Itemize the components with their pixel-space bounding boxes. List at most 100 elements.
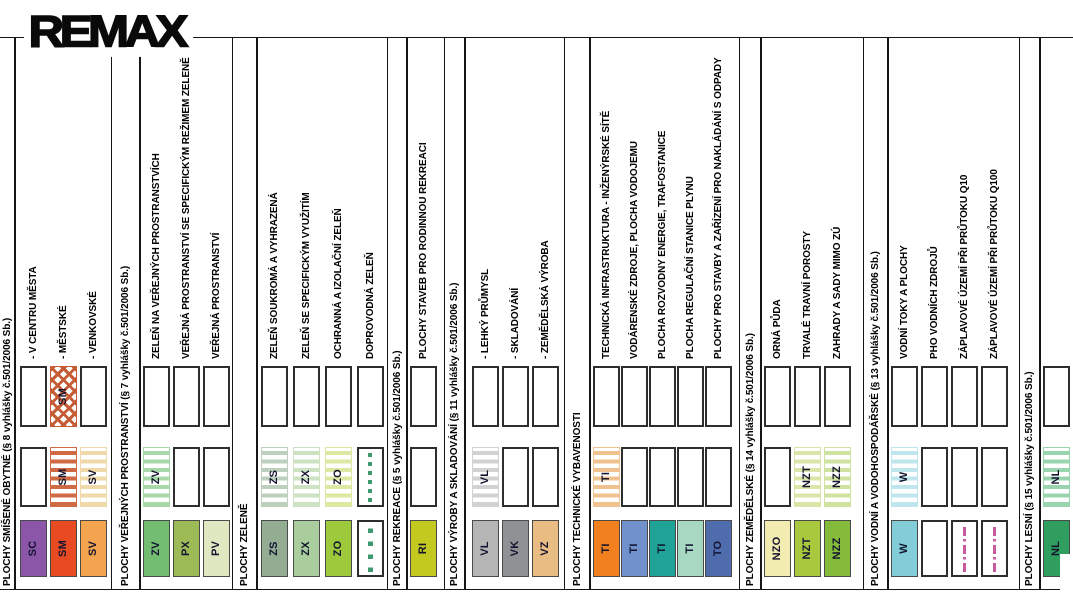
swatch-code: ZX xyxy=(300,541,312,556)
swatch-code: RI xyxy=(417,542,429,555)
legend-entry: ZÁPLAVOVÉ ÚZEMÍ PŘI PRŮTOKU Q100 xyxy=(980,38,1008,589)
legend-group-title: PLOCHY SMÍŠENÉ OBYTNÉ (§ 8 vyhlášky č.50… xyxy=(1,317,13,586)
legend-entry: ZS ZS ZELEŇ SOUKROMÁ A VYHRAZENÁ xyxy=(260,38,288,589)
swatch-empty xyxy=(409,366,437,427)
legend-entry: PHO VODNÍCH ZDROJŮ xyxy=(920,38,948,589)
swatch-code: NZO xyxy=(771,536,783,561)
swatch-empty xyxy=(648,447,676,507)
corner-mask xyxy=(1060,554,1073,609)
swatch-solid: SV xyxy=(79,520,107,577)
swatch-solid: TO xyxy=(704,520,732,577)
swatch-empty xyxy=(980,447,1008,507)
swatch-code: PX xyxy=(180,540,192,557)
legend-group-rows: SC - V CENTRU MĚSTA SM SM SM - MĚSTSKÉ SV SV - V… xyxy=(16,38,111,589)
swatch-code: PV xyxy=(210,540,222,557)
swatch-code: ZS xyxy=(268,541,280,556)
swatch-code: ZV xyxy=(150,541,162,556)
swatch-code: SM xyxy=(57,540,69,557)
swatch-solid: PX xyxy=(172,520,200,577)
swatch-empty xyxy=(142,366,170,427)
swatch-solid: TI xyxy=(648,520,676,577)
swatch-empty xyxy=(620,366,648,427)
swatch-empty xyxy=(531,366,559,427)
swatch-empty xyxy=(920,447,948,507)
swatch-code: VK xyxy=(509,540,521,557)
swatch-solid: VK xyxy=(501,520,529,577)
swatch-empty xyxy=(260,366,288,427)
legend-entry-label: OCHRANNÁ A IZOLAČNÍ ZELEŇ xyxy=(332,208,344,359)
swatch-empty xyxy=(501,366,529,427)
legend-entry: VZ - ZEMĚDĚLSKÁ VÝROBA xyxy=(531,38,559,589)
swatch-solid: RI xyxy=(409,520,437,577)
legend-entry: ZX ZX ZELEŇ SE SPECIFICKÝM VYUŽITÍM xyxy=(292,38,320,589)
swatch-empty xyxy=(890,366,918,427)
legend-entry: VL VL - LEHKÝ PRŮMYSL xyxy=(471,38,499,589)
legend-group-title: PLOCHY TECHNICKÉ VYBAVENOSTI xyxy=(571,412,583,586)
swatch-empty xyxy=(531,447,559,507)
swatch-empty xyxy=(648,366,676,427)
swatch-striped: TI xyxy=(592,447,620,507)
swatch-code: VL xyxy=(479,541,491,556)
swatch-solid: NZO xyxy=(763,520,791,577)
legend-entry: TI PLOCHA REGULAČNÍ STANICE PLYNU xyxy=(676,38,704,589)
swatch-striped: ZO xyxy=(324,447,352,507)
swatch-striped: ZS xyxy=(260,447,288,507)
swatch-empty xyxy=(920,520,948,577)
legend-group-title: PLOCHY VODNÍ A VODOHOSPODÁŘSKÉ (§ 13 vyh… xyxy=(870,251,881,586)
swatch-code: TO xyxy=(712,540,724,557)
legend-entry: PX VEŘEJNÁ PROSTRANSTVÍ SE SPECIFICKÝM RE… xyxy=(172,38,200,589)
swatch-empty xyxy=(501,447,529,507)
swatch-empty xyxy=(324,366,352,427)
swatch-empty xyxy=(823,366,851,427)
swatch-empty xyxy=(704,447,732,507)
legend-entry-label: VODNÍ TOKY A PLOCHY xyxy=(898,245,910,359)
swatch-empty xyxy=(793,366,821,427)
legend-group-rows: VL VL - LEHKÝ PRŮMYSL VK - SKLADOVÁNÍ VZ - ZEM… xyxy=(466,38,564,589)
legend-entry: NZT NZT TRVALÉ TRAVNÍ POROSTY xyxy=(793,38,821,589)
legend-table: PLOCHY SMÍŠENÉ OBYTNÉ (§ 8 vyhlášky č.50… xyxy=(0,37,1073,590)
legend-entry-label: ZELEŇ SE SPECIFICKÝM VYUŽITÍM xyxy=(300,192,312,359)
swatch-empty xyxy=(920,366,948,427)
legend-entry: NL NL xyxy=(1042,38,1070,589)
swatch-striped: ZX xyxy=(292,447,320,507)
swatch-empty xyxy=(172,447,200,507)
swatch-solid: TI xyxy=(592,520,620,577)
swatch-code: TI xyxy=(600,543,612,554)
legend-entry: PV VEŘEJNÁ PROSTRANSTVÍ xyxy=(202,38,230,589)
legend-group-title: PLOCHY REKREACE (§ 5 vyhlášky č.501/2006… xyxy=(391,350,403,586)
legend-entry-label: VEŘEJNÁ PROSTRANSTVÍ xyxy=(210,232,222,359)
swatch-solid: SC xyxy=(19,520,47,577)
swatch-empty xyxy=(676,366,704,427)
swatch-empty xyxy=(19,447,47,507)
legend-entry-label: PHO VODNÍCH ZDROJŮ xyxy=(928,246,940,359)
legend-entry: NZO ORNÁ PŮDA xyxy=(763,38,791,589)
legend-entry-label: ZELEŇ NA VEŘEJNÝCH PROSTRANSTVÍCH xyxy=(150,153,162,359)
swatch-code: TI xyxy=(600,471,612,483)
swatch-flood-line xyxy=(950,520,978,577)
legend-entry-label: DOPROVODNÁ ZELEŇ xyxy=(364,252,376,359)
legend-entry: NZZ NZZ ZAHRADY A SADY MIMO ZÚ xyxy=(823,38,851,589)
legend-entry-label: - ZEMĚDĚLSKÁ VÝROBA xyxy=(539,240,551,359)
legend-entry: ZV ZV ZELEŇ NA VEŘEJNÝCH PROSTRANSTVÍCH xyxy=(142,38,170,589)
swatch-empty xyxy=(620,447,648,507)
swatch-solid: TI xyxy=(620,520,648,577)
swatch-code: SM xyxy=(57,468,69,486)
swatch-code: TI xyxy=(684,543,696,554)
swatch-code: NL xyxy=(1050,469,1062,485)
legend-entry: ZO ZO OCHRANNÁ A IZOLAČNÍ ZELEŇ xyxy=(324,38,352,589)
swatch-striped: SV xyxy=(79,447,107,507)
swatch-striped: NZZ xyxy=(823,447,851,507)
swatch-empty xyxy=(356,366,384,427)
legend-entry-label: TRVALÉ TRAVNÍ POROSTY xyxy=(801,231,813,359)
swatch-code: VZ xyxy=(539,541,551,556)
legend-entry: TO PLOCHY PRO STAVBY A ZAŘÍZENÍ PRO NAKLÁ… xyxy=(704,38,732,589)
swatch-solid: SM xyxy=(49,520,77,577)
swatch-code: NZZ xyxy=(831,537,843,560)
legend-group-rows: ZV ZV ZELEŇ NA VEŘEJNÝCH PROSTRANSTVÍCH PX V… xyxy=(141,38,232,589)
legend-entry-label: ZÁPLAVOVÉ ÚZEMÍ PŘI PRŮTOKU Q10 xyxy=(958,174,970,359)
swatch-empty xyxy=(202,366,230,427)
legend-entry: SM SM SM - MĚSTSKÉ xyxy=(49,38,77,589)
swatch-empty xyxy=(763,366,791,427)
swatch-solid: NZT xyxy=(793,520,821,577)
swatch-code: NZZ xyxy=(831,466,843,488)
